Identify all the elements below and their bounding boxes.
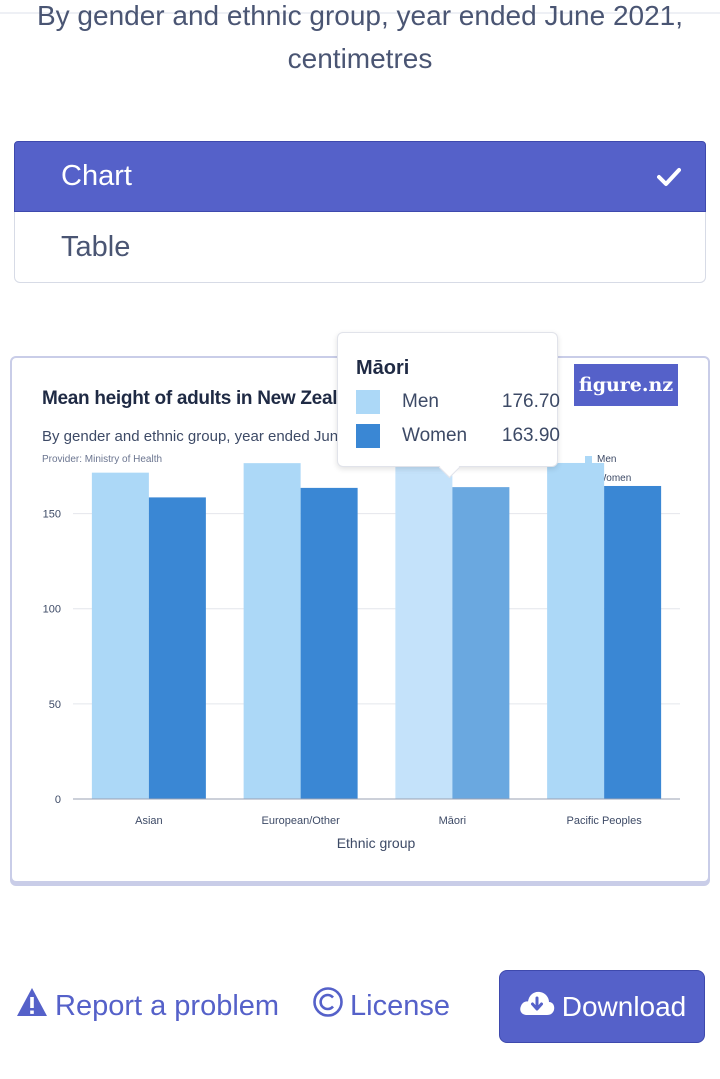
cloud-download-icon <box>518 989 562 1024</box>
warning-icon <box>15 986 55 1026</box>
legend-label-women: Women <box>597 473 632 484</box>
page-subtitle-line1: By gender and ethnic group, year ended J… <box>36 0 684 31</box>
y-tick-label: 0 <box>55 794 61 806</box>
report-problem-link[interactable]: Report a problem <box>15 986 279 1026</box>
license-link[interactable]: License <box>312 986 450 1026</box>
chart-subtitle: By gender and ethnic group, year ended J… <box>42 428 368 445</box>
x-axis-title: Ethnic group <box>337 835 416 851</box>
license-label: License <box>350 989 450 1022</box>
chart-card: Mean height of adults in New Zealand By … <box>10 356 710 883</box>
chart-provider: Provider: Ministry of Health <box>42 454 163 465</box>
bar-women-1 <box>300 487 358 799</box>
bar-men-3 <box>547 462 605 799</box>
table-view-label: Table <box>61 230 131 263</box>
download-label: Download <box>561 990 687 1022</box>
x-tick-label: European/Other <box>261 815 340 827</box>
y-tick-label: 50 <box>49 699 61 711</box>
tooltip-value-women: 163.90 <box>501 425 560 446</box>
bar-men-2 <box>395 462 453 799</box>
check-icon <box>657 167 681 187</box>
bar-women-3 <box>604 485 662 799</box>
bar-men-1 <box>243 463 301 799</box>
x-tick-label: Asian <box>135 815 163 827</box>
tooltip-label-men: Men <box>402 391 439 412</box>
tooltip-label-women: Women <box>402 425 468 446</box>
tooltip-row-men: Men 176.70 <box>356 390 560 414</box>
table-view-option[interactable]: Table <box>14 212 706 283</box>
y-tick-label: 150 <box>43 509 61 521</box>
report-problem-label: Report a problem <box>55 989 280 1022</box>
bar-women-0 <box>148 497 206 799</box>
download-button[interactable]: Download <box>499 970 705 1043</box>
tooltip-value-men: 176.70 <box>501 391 560 412</box>
bar-women-2 <box>452 487 510 799</box>
legend-swatch-men <box>585 456 592 463</box>
tooltip-title: Māori <box>356 357 410 379</box>
tooltip-row-women: Women 163.90 <box>356 424 560 448</box>
legend-item-men: Men <box>585 450 631 469</box>
chart-view-option[interactable]: Chart <box>14 141 706 212</box>
figure-nz-logo[interactable]: figure.nz <box>574 364 678 406</box>
copyright-icon <box>312 986 350 1026</box>
bar-men-0 <box>91 472 149 799</box>
tooltip-swatch-women <box>356 424 380 448</box>
chart-view-label: Chart <box>61 160 132 192</box>
x-tick-label: Māori <box>439 815 467 827</box>
top-divider <box>0 0 720 14</box>
bar-chart: 0 50 100 150 Asian European/Other Māori Pacific… <box>43 462 680 851</box>
data-tooltip: Māori Men 176.70 Women 163.90 <box>337 332 560 467</box>
y-tick-label: 100 <box>43 604 61 616</box>
legend-label-men: Men <box>597 454 617 465</box>
chart-title: Mean height of adults in New Zealand <box>42 388 371 409</box>
x-tick-label: Pacific Peoples <box>567 815 643 827</box>
tooltip-swatch-men <box>356 390 380 414</box>
view-toggle: Chart Table <box>14 141 706 283</box>
page-subtitle-line2: centimetres <box>287 43 433 74</box>
